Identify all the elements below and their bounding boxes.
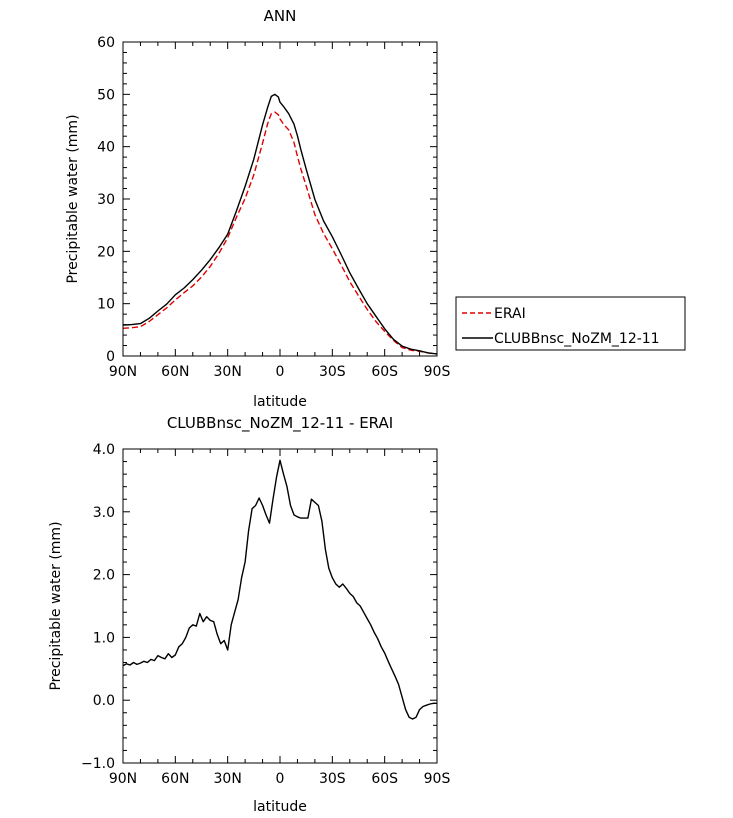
top-plot-frame [122, 41, 438, 357]
bottom-x-tick-label: 0 [276, 771, 285, 787]
bottom-x-tick-label: 30S [319, 771, 346, 787]
bottom-y-tick-label: 0.0 [93, 693, 115, 709]
top-y-axis-label: Precipitable water (mm) [65, 114, 81, 283]
bottom-x-axis-label: latitude [253, 799, 307, 815]
bottom-series-group [122, 459, 437, 720]
top-x-tick-label: 0 [276, 364, 285, 380]
bottom-x-tick-label: 30N [214, 771, 242, 787]
legend-label-erai: ERAI [494, 306, 526, 322]
bottom-y-tick-label: 2.0 [93, 568, 115, 584]
top-y-tick-label: 10 [97, 297, 115, 313]
top-x-tick-label: 30S [319, 364, 346, 380]
top-y-tick-label: 0 [106, 349, 115, 365]
top-x-tick-label: 60N [161, 364, 189, 380]
top-x-axis-label: latitude [253, 394, 307, 410]
legend-box [455, 296, 686, 351]
bottom-ticks: 90N 60N 30N 0 30S 60S 90S −1.0 0.0 1.0 2.0 3.0 4.0 [81, 442, 450, 787]
bottom-chart-title: CLUBBnsc_NoZM_12-11 - ERAI [167, 414, 393, 433]
legend-label-clubb: CLUBBnsc_NoZM_12-11 [494, 331, 660, 347]
top-x-tick-label: 60S [371, 364, 398, 380]
top-chart-title: ANN [264, 7, 297, 25]
bottom-y-tick-label: 4.0 [93, 442, 115, 458]
bottom-y-axis-label: Precipitable water (mm) [48, 521, 64, 690]
top-y-tick-label: 20 [97, 244, 115, 260]
top-x-tick-label: 90N [109, 364, 137, 380]
legend: ERAI CLUBBnsc_NoZM_12-11 [455, 296, 686, 351]
top-ticks: 90N 60N 30N 0 30S 60S 90S 0 10 20 30 40 50 60 [97, 35, 450, 380]
top-series-line-clubbnsc-nozm-12-11 [122, 93, 438, 355]
top-x-tick-label: 90S [424, 364, 451, 380]
top-y-tick-label: 50 [97, 87, 115, 103]
bottom-x-tick-label: 60N [161, 771, 189, 787]
top-series-line-erai [122, 111, 438, 355]
bottom-y-tick-label: 3.0 [93, 505, 115, 521]
bottom-y-tick-label: 1.0 [93, 630, 115, 646]
top-y-tick-label: 60 [97, 35, 115, 51]
bottom-plot-frame [122, 448, 438, 764]
top-panel: ANN 90N 60N 30N 0 30S 60S 90S 0 10 20 30 40 50 60 lat… [65, 7, 686, 410]
top-y-tick-label: 30 [97, 192, 115, 208]
bottom-panel: CLUBBnsc_NoZM_12-11 - ERAI 90N 60N 30N 0 30S… [48, 414, 450, 815]
bottom-y-tick-label: −1.0 [81, 756, 115, 772]
bottom-x-tick-label: 60S [371, 771, 398, 787]
bottom-series-line-difference [122, 459, 437, 720]
top-series-group [122, 93, 438, 355]
top-y-tick-label: 40 [97, 140, 115, 156]
bottom-x-tick-label: 90S [424, 771, 451, 787]
top-x-tick-label: 30N [214, 364, 242, 380]
bottom-x-tick-label: 90N [109, 771, 137, 787]
